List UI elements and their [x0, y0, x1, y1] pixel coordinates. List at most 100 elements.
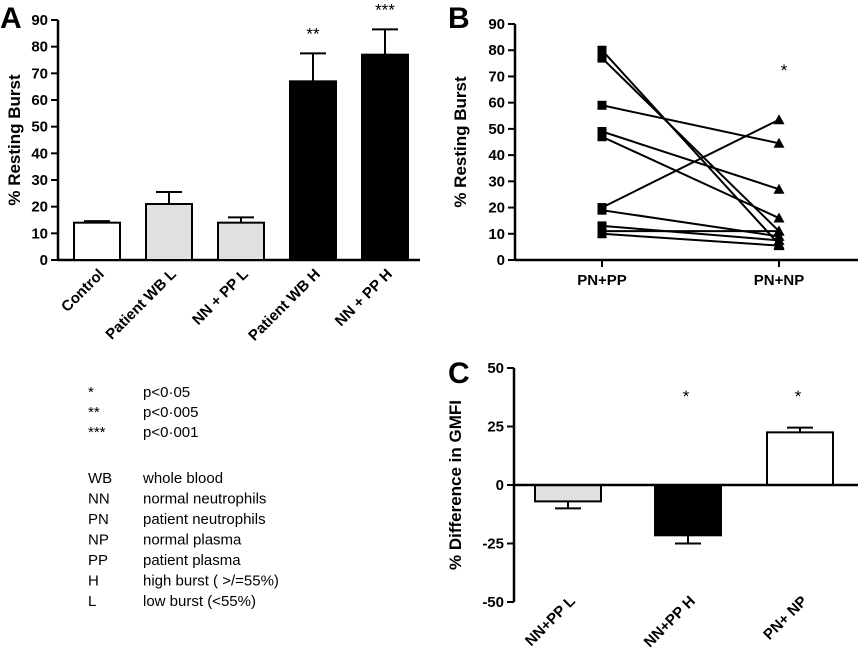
panel-c-category-label: PN+ NP	[760, 593, 811, 644]
panel-b-point-pn-pp	[597, 229, 607, 239]
panel-b-y-tick-label: 50	[488, 121, 505, 138]
legend-text: p<0·05	[143, 384, 190, 401]
panel-c-y-tick-label: -25	[482, 536, 504, 553]
panel-a-bar	[145, 203, 193, 261]
legend-symbol: *	[88, 384, 94, 401]
panel-c-bar	[766, 431, 834, 487]
panel-c-bar	[654, 484, 722, 537]
panel-c-bar	[534, 484, 602, 503]
panel-a-y-tick-label: 30	[31, 172, 48, 189]
panel-a-category-label: NN + PP H	[332, 266, 396, 330]
panel-label-a: A	[0, 2, 22, 35]
legend-text: normal neutrophils	[143, 491, 266, 508]
legend-symbol: ***	[88, 424, 106, 441]
panel-b-y-axis-label: % Resting Burst	[451, 76, 470, 208]
panel-b-point-pn-pp	[597, 132, 607, 142]
panel-label-c: C	[448, 357, 470, 390]
panel-a-y-tick-label: 40	[31, 145, 48, 162]
panel-b-point-pn-np	[773, 183, 785, 194]
panel-b-y-tick-label: 40	[488, 147, 505, 164]
panel-c-y-axis-label: % Difference in GMFI	[446, 400, 465, 570]
legend-text: low burst (<55%)	[143, 593, 256, 610]
panel-b-y-tick-label: 60	[488, 95, 505, 112]
panel-b-point-pn-np	[773, 240, 785, 251]
panel-b-series-line	[601, 49, 780, 245]
panel-b-y-tick-label: 20	[488, 200, 505, 217]
panel-a-y-tick-label: 50	[31, 119, 48, 136]
panel-a-significance: ***	[375, 0, 395, 19]
panel-b: B 0 10 20 30 40 50 60 70 80 90 % Resting Burst PN+PP…	[448, 2, 858, 289]
panel-b-series-line	[601, 135, 780, 219]
panel-b-y-tick-label: 70	[488, 68, 505, 85]
panel-b-category-label: PN+NP	[754, 272, 804, 289]
panel-a-y-tick-label: 20	[31, 199, 48, 216]
panel-b-point-pn-np	[773, 212, 785, 223]
panel-a-y-tick-label: 80	[31, 39, 48, 56]
panel-b-series-line	[601, 232, 780, 247]
legend-text: high burst ( >/=55%)	[143, 573, 279, 590]
legend-text: normal plasma	[143, 532, 242, 549]
legend-abbreviation: PN	[88, 511, 109, 528]
panel-a-y-tick-label: 0	[40, 252, 48, 269]
panel-b-y-tick-label: 0	[497, 252, 505, 269]
panel-a-bar	[289, 80, 337, 262]
panel-a-y-axis-label: % Resting Burst	[5, 74, 24, 206]
panel-b-series-line	[601, 224, 780, 242]
panel-a-y-tick-label: 90	[31, 12, 48, 29]
panel-a-y-tick-label: 10	[31, 225, 48, 242]
panel-b-point-pn-np	[773, 234, 785, 245]
panel-b-point-pn-pp	[597, 100, 607, 110]
panel-label-b: B	[448, 2, 470, 35]
panel-b-point-pn-pp	[597, 53, 607, 63]
panel-b-point-pn-np	[773, 114, 785, 125]
panel-b-point-pn-pp	[597, 127, 607, 137]
panel-c-significance: *	[795, 387, 802, 406]
panel-c-category-label: NN+PP L	[522, 593, 579, 649]
panel-b-series-line	[601, 57, 780, 232]
panel-c-y-tick-label: 0	[496, 477, 504, 494]
panel-c-significance: *	[683, 387, 690, 406]
panel-b-y-tick-label: 80	[488, 42, 505, 59]
panel-a-category-label: NN + PP L	[189, 266, 252, 329]
panel-a-category-label: Control	[58, 266, 108, 316]
panel-c-y-tick-label: -50	[482, 594, 504, 611]
panel-a-y-tick-label: 60	[31, 92, 48, 109]
panel-b-series-line	[601, 104, 780, 145]
panel-a-y-tick-label: 70	[31, 65, 48, 82]
legend-abbreviation: NN	[88, 491, 110, 508]
legend-text: patient plasma	[143, 552, 241, 569]
panel-a-significance: **	[306, 24, 320, 43]
legend: * p<0·05 ** p<0·005 *** p<0·001 WB whole blood N…	[88, 384, 279, 610]
panel-c-category-label: NN+PP H	[641, 593, 699, 649]
legend-abbreviation: NP	[88, 532, 109, 549]
panel-b-significance: *	[781, 61, 788, 80]
panel-a-bar	[73, 221, 121, 262]
legend-symbol: **	[88, 404, 100, 421]
panel-b-point-pn-np	[773, 137, 785, 148]
panel-a-category-label: Patient WB L	[102, 266, 179, 343]
legend-abbreviation: H	[88, 573, 99, 590]
legend-text: whole blood	[142, 470, 223, 487]
panel-c: C -50 -25 0 25 50 % Difference in GMFI NN+PP L *…	[446, 357, 858, 649]
panel-a-category-label: Patient WB H	[245, 266, 324, 345]
panel-b-point-pn-pp	[597, 205, 607, 215]
panel-b-y-tick-label: 90	[488, 16, 505, 33]
panel-b-series-line	[601, 118, 780, 209]
legend-text: p<0·005	[143, 404, 198, 421]
legend-text: patient neutrophils	[143, 511, 266, 528]
panel-a-bar	[361, 53, 409, 261]
panel-b-y-tick-label: 30	[488, 173, 505, 190]
panel-b-point-pn-np	[773, 225, 785, 236]
legend-abbreviation: WB	[88, 470, 112, 487]
legend-text: p<0·001	[143, 424, 198, 441]
panel-b-category-label: PN+PP	[577, 272, 627, 289]
legend-abbreviation: L	[88, 593, 96, 610]
panel-c-y-tick-label: 25	[487, 419, 504, 436]
panel-b-point-pn-pp	[597, 45, 607, 55]
panel-b-series-line	[601, 130, 780, 191]
panel-a: A 0 10 20 30 40 50 60 70 80 90 % Resting Burst Contr…	[0, 0, 420, 344]
panel-a-bar	[217, 221, 265, 262]
panel-b-point-pn-pp	[597, 221, 607, 231]
panel-b-y-tick-label: 10	[488, 226, 505, 243]
